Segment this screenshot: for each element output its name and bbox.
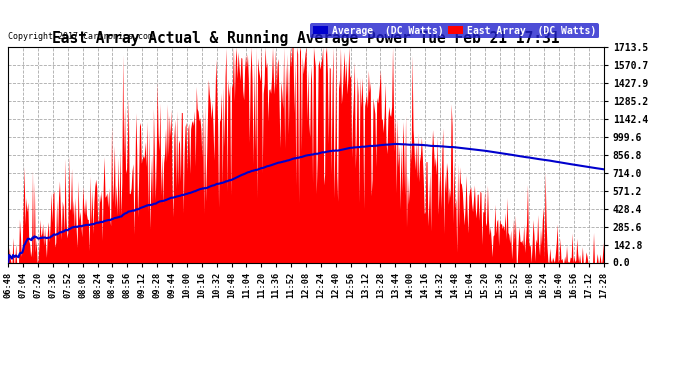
Legend: Average  (DC Watts), East Array  (DC Watts): Average (DC Watts), East Array (DC Watts…: [310, 22, 599, 39]
Title: East Array Actual & Running Average Power Tue Feb 21 17:31: East Array Actual & Running Average Powe…: [52, 30, 560, 46]
Text: Copyright 2017 Cartronics.com: Copyright 2017 Cartronics.com: [8, 33, 153, 42]
